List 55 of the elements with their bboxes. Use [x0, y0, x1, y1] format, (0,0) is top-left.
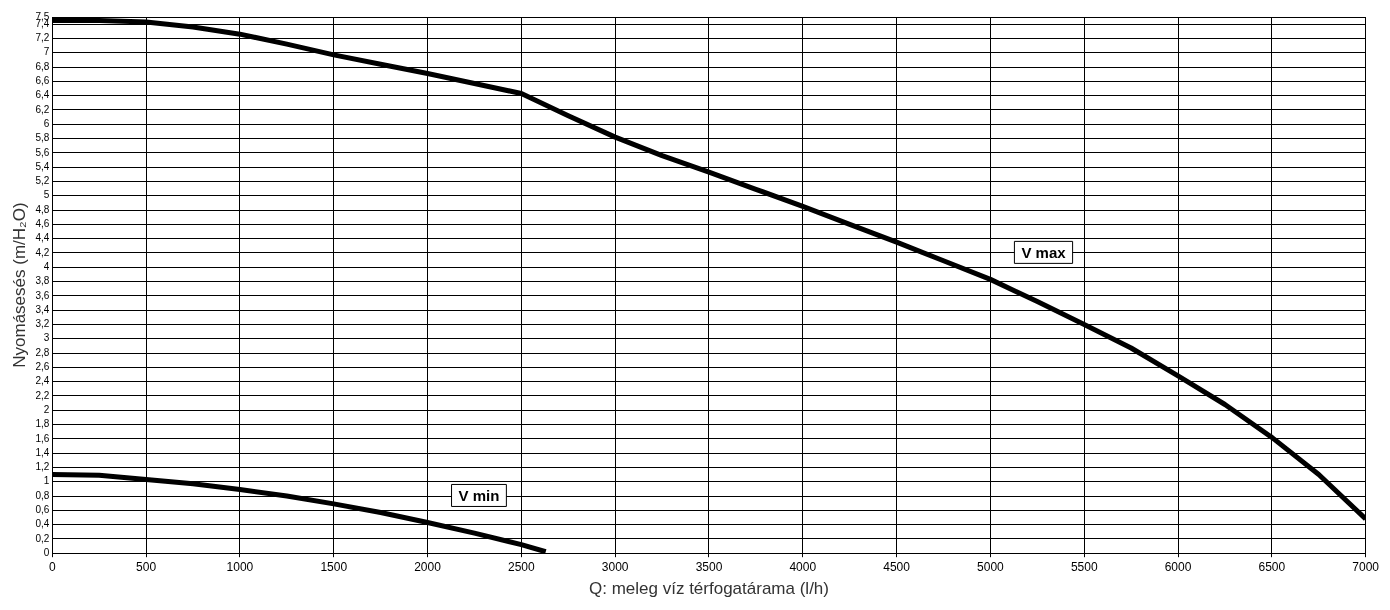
x-tick-label: 1500	[320, 559, 348, 574]
x-axis-title: Q: meleg víz térfogatárama (l/h)	[588, 579, 829, 599]
y-tick-label: 4	[43, 260, 50, 272]
y-tick-label: 3,8	[35, 275, 50, 287]
x-tick-label: 1000	[226, 559, 254, 574]
x-tick-label: 3000	[601, 559, 629, 574]
y-tick-label: 3	[43, 332, 50, 344]
y-tick-label: 3,4	[35, 303, 50, 315]
x-tick-label: 6000	[1164, 559, 1192, 574]
y-tick-label: 2	[43, 403, 50, 415]
y-tick-label: 5,2	[35, 175, 50, 187]
y-tick-label: 2,8	[35, 346, 50, 358]
y-tick-label: 5,6	[35, 146, 50, 158]
y-tick-label: 5	[43, 189, 50, 201]
y-tick-label: 6,8	[35, 60, 50, 72]
y-tick-label: 4,6	[35, 218, 50, 230]
y-tick-label: 1,8	[35, 418, 50, 430]
y-tick-label: 0	[43, 546, 50, 558]
y-tick-label: 2,2	[35, 389, 50, 401]
y-tick-label: 4,8	[35, 203, 50, 215]
x-tick-label: 4500	[883, 559, 911, 574]
x-tick-label: 6500	[1258, 559, 1286, 574]
y-tick-label: 1	[43, 475, 50, 487]
y-tick-label: 7,2	[35, 32, 50, 44]
y-tick-label: 2,4	[35, 375, 50, 387]
y-tick-label: 4,4	[35, 232, 50, 244]
y-tick-label: 0,2	[35, 532, 50, 544]
y-axis-title: Nyomásesés (m/H₂O)	[9, 202, 29, 368]
y-tick-label: 6,4	[35, 89, 50, 101]
y-tick-label: 5,4	[35, 160, 50, 172]
text: V max	[1021, 243, 1067, 261]
x-tick-label: 2500	[508, 559, 536, 574]
y-tick-label: 1,2	[35, 461, 50, 473]
x-tick-label: 500	[136, 559, 157, 574]
y-tick-label: 0,6	[35, 504, 50, 516]
y-tick-label: 1,6	[35, 432, 50, 444]
y-tick-label: 3,2	[35, 318, 50, 330]
y-tick-label: 6,6	[35, 75, 50, 87]
y-tick-label: 1,4	[35, 446, 50, 458]
y-tick-label: 2,6	[35, 361, 50, 373]
series-label: V min	[458, 486, 500, 504]
y-tick-label: 5,8	[35, 132, 50, 144]
x-tick-label: 7000	[1352, 559, 1380, 574]
x-tick-label: 5000	[977, 559, 1005, 574]
y-tick-label: 6	[43, 117, 50, 129]
x-tick-label: 2000	[414, 559, 442, 574]
x-tick-label: 3500	[695, 559, 723, 574]
y-tick-label: 7	[43, 46, 50, 58]
y-tick-label: 3,6	[35, 289, 50, 301]
y-tick-label: 0,4	[35, 518, 50, 530]
x-tick-label: 5500	[1070, 559, 1098, 574]
y-tick-label: 6,2	[35, 103, 50, 115]
x-tick-label: 4000	[789, 559, 817, 574]
y-tick-label: 4,2	[35, 246, 50, 258]
y-tick-label: 0,8	[35, 489, 50, 501]
